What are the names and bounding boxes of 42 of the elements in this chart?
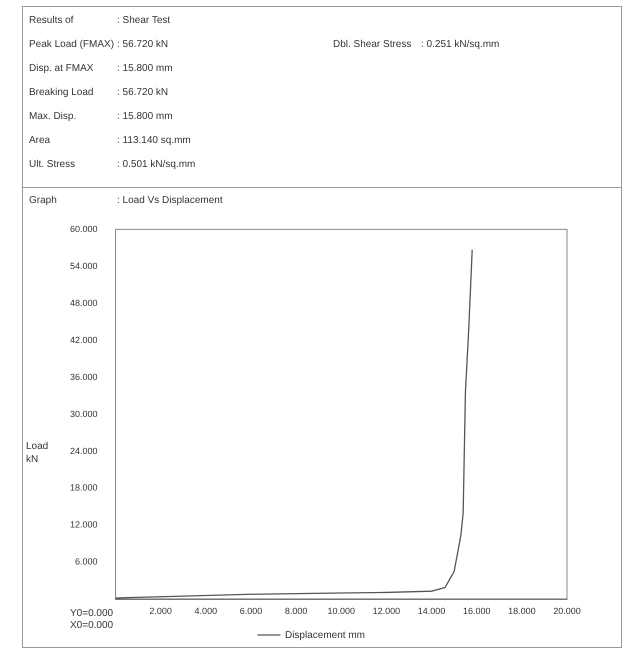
text: Max. Disp. <box>29 111 78 122</box>
y-tick-label: 18.000 <box>70 482 98 493</box>
text: : 56.720 kN <box>117 39 168 50</box>
text: X0=0.000 <box>70 620 114 632</box>
text: : 0.501 kN/sq.mm <box>117 159 196 170</box>
x-tick-label: 20.000 <box>553 606 581 616</box>
text: : 0.251 kN/sq.mm <box>421 39 500 50</box>
text: : 15.800 mm <box>117 111 173 122</box>
text: : 56.720 kN <box>117 87 168 98</box>
text: Breaking Load <box>29 87 94 98</box>
x-tick-label: 14.000 <box>418 606 446 616</box>
y-tick-label: 6.000 <box>74 556 98 567</box>
chart-title: : Load Vs Displacement <box>117 195 223 206</box>
y-tick-label: 48.000 <box>70 298 98 308</box>
text: Graph <box>29 195 58 206</box>
y-tick-label: 24.000 <box>70 446 98 456</box>
y-tick-label: 30.000 <box>70 408 98 419</box>
x-tick-label: 18.000 <box>508 606 536 616</box>
y-tick-label: 36.000 <box>70 372 98 382</box>
text: : Shear Test <box>117 15 170 26</box>
x-tick-label: 12.000 <box>372 606 400 616</box>
x-tick-label: 10.000 <box>328 606 356 616</box>
text: Y0=0.000 <box>70 608 114 620</box>
y-axis-title: Load kN <box>26 440 50 466</box>
text: Ult. Stress <box>29 159 76 170</box>
text: : 113.140 sq.mm <box>117 135 191 146</box>
text: : 15.800 mm <box>117 63 173 74</box>
y-tick-label: 42.000 <box>70 334 98 345</box>
x-tick-label: 4.000 <box>194 606 218 616</box>
x-tick-label: 6.000 <box>240 606 262 616</box>
text: Results of <box>29 15 74 26</box>
y-tick-label: 54.000 <box>70 260 98 271</box>
text: Dbl. Shear Stress <box>333 39 412 50</box>
x-tick-label: 8.000 <box>284 606 308 616</box>
x-tick-label: 16.000 <box>462 606 490 616</box>
y-tick-label: 12.000 <box>70 520 98 530</box>
text: Area <box>29 135 52 146</box>
x-tick-label: 2.000 <box>149 606 172 616</box>
text: Disp. at FMAX <box>29 63 94 74</box>
y-tick-label: 60.000 <box>70 224 98 234</box>
text: Peak Load (FMAX) <box>29 39 116 50</box>
legend-label: Displacement mm <box>284 630 366 641</box>
